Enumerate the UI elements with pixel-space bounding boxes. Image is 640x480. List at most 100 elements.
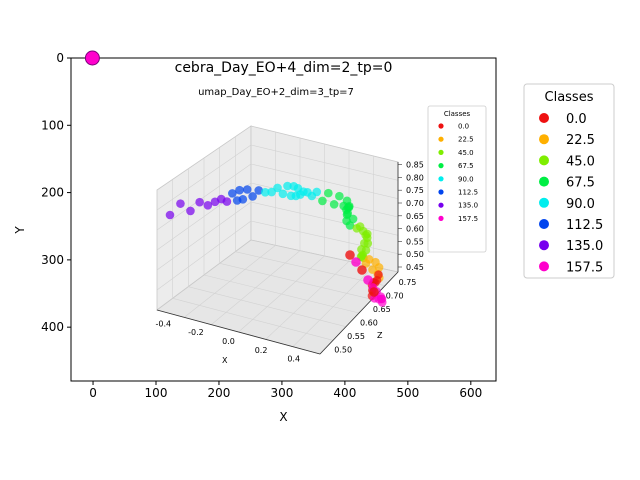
umap-subplot-title: umap_Day_EO+2_dim=3_tp=7 [198, 87, 354, 98]
main-x-ticks: 0 100 200 300 400 500 600 [89, 381, 482, 400]
sub-z-tick-label: 0.50 [406, 250, 424, 259]
pane-grid [156, 132, 399, 347]
sub-x-tick-label: -0.4 [155, 319, 171, 328]
sub-data-point [238, 195, 248, 204]
sub-legend-label: 45.0 [458, 149, 474, 157]
sub-legend-label: 22.5 [458, 136, 474, 144]
sub-data-point [345, 250, 355, 260]
sub-legend-marker [438, 123, 444, 129]
sub-data-point [273, 183, 282, 193]
sub-y-tick-label: 0.50 [334, 345, 352, 354]
main-x-tick-label: 300 [270, 386, 293, 400]
main-y-tick-label: 100 [41, 118, 64, 132]
sub-data-point [312, 187, 322, 197]
sub-legend-marker [438, 176, 444, 182]
sub-z-tick-label: 0.60 [406, 225, 424, 234]
sub-legend-label: 112.5 [458, 189, 478, 197]
main-legend-label: 135.0 [566, 239, 603, 254]
sub-data-point [357, 245, 366, 254]
sub-legend-label: 90.0 [458, 175, 474, 183]
sub-z-axis-label: Z [377, 331, 383, 340]
sub-x-tick-label: -0.2 [188, 328, 204, 337]
main-legend-marker [539, 155, 549, 166]
main-legend-label: 90.0 [566, 197, 595, 212]
sub-points [165, 181, 387, 307]
main-y-tick-label: 200 [41, 186, 64, 200]
main-x-tick-label: 100 [145, 386, 168, 400]
main-legend-marker [539, 113, 549, 123]
sub-z-tick-label: 0.80 [406, 173, 424, 182]
sub-legend-title: Classes [444, 110, 471, 118]
sub-data-point [203, 201, 213, 210]
sub-y-tick-label: 0.55 [347, 332, 365, 341]
sub-legend-label: 67.5 [458, 162, 474, 170]
sub-data-point [195, 197, 204, 207]
main-y-tick-label: 400 [41, 320, 64, 334]
main-data-point [84, 50, 100, 66]
main-x-tick-label: 400 [333, 386, 356, 400]
sub-y-tick-label: 0.75 [399, 278, 417, 287]
sub-z-tick-label: 0.75 [406, 186, 424, 195]
main-points [84, 50, 100, 66]
main-plot-frame [70, 57, 497, 382]
sub-data-point [248, 192, 257, 201]
sub-x-axis-label: X [222, 356, 228, 365]
sub-data-point [357, 265, 367, 275]
sub-y-ticks: 0.50 0.55 0.60 0.65 0.70 0.75 [334, 278, 416, 355]
main-legend-label: 45.0 [566, 154, 595, 169]
main-x-tick-label: 0 [89, 386, 97, 400]
sub-legend-label: 135.0 [458, 202, 478, 210]
sub-z-tick-label: 0.55 [406, 237, 424, 246]
embedded-3d-plot: umap_Day_EO+2_dim=3_tp=7 -0.4 -0.2 0.0 0.2 0… [155, 87, 487, 365]
sub-legend-label: 0.0 [458, 123, 469, 131]
main-legend-label: 157.5 [566, 260, 603, 275]
main-legend-marker [539, 197, 549, 208]
sub-legend-label: 157.5 [458, 215, 478, 223]
main-legend-marker [539, 176, 549, 187]
sub-z-tick-label: 0.85 [406, 161, 424, 170]
sub-data-point [186, 206, 195, 216]
sub-data-point [345, 221, 355, 230]
main-y-tick-label: 0 [56, 51, 64, 65]
sub-y-tick-label: 0.65 [373, 305, 391, 314]
sub-legend-box [427, 105, 487, 253]
main-y-ticks: 0 100 200 300 400 [41, 51, 71, 334]
main-legend-label: 0.0 [566, 112, 587, 127]
main-legend-marker [539, 240, 549, 251]
sub-data-point [228, 189, 237, 198]
sub-z-ticks: 0.45 0.50 0.55 0.60 0.65 0.70 0.75 0.80 0.85 [398, 161, 424, 272]
main-chart-title: cebra_Day_EO+4_dim=2_tp=0 [175, 60, 393, 76]
sub-x-tick-label: 0.4 [287, 355, 300, 364]
sub-data-point [283, 181, 292, 191]
sub-data-point [351, 257, 361, 267]
sub-z-tick-label: 0.45 [406, 263, 424, 272]
sub-data-point [335, 191, 344, 201]
sub-legend-marker [438, 202, 444, 208]
sub-legend-marker [438, 163, 444, 169]
sub-data-point [377, 294, 386, 304]
main-legend-entries: 0.0 22.5 45.0 67.5 90.0 112.5 135.0 157.5 [539, 112, 603, 275]
main-legend-marker [539, 219, 549, 229]
sub-data-point [324, 188, 333, 198]
main-legend-title: Classes [545, 90, 594, 105]
sub-data-point [222, 197, 232, 206]
main-x-tick-label: 600 [459, 386, 482, 400]
sub-legend-marker [438, 149, 444, 155]
floor-grid-line [235, 251, 386, 286]
sub-data-point [318, 196, 327, 206]
main-legend-label: 112.5 [566, 218, 603, 233]
main-x-tick-label: 500 [396, 386, 419, 400]
sub-x-tick-label: 0.2 [255, 346, 268, 355]
main-y-tick-label: 300 [41, 253, 64, 267]
sub-y-tick-label: 0.70 [386, 291, 404, 300]
sub-data-point [348, 214, 358, 224]
sub-x-ticks: -0.4 -0.2 0.0 0.2 0.4 [155, 319, 300, 363]
sub-data-point [254, 186, 264, 195]
sub-data-point [369, 287, 379, 297]
main-legend-marker [539, 261, 549, 272]
main-legend-label: 22.5 [566, 133, 595, 148]
sub-data-point [278, 189, 288, 199]
main-y-axis-label: Y [13, 226, 27, 235]
sub-z-tick-label: 0.65 [406, 212, 424, 221]
